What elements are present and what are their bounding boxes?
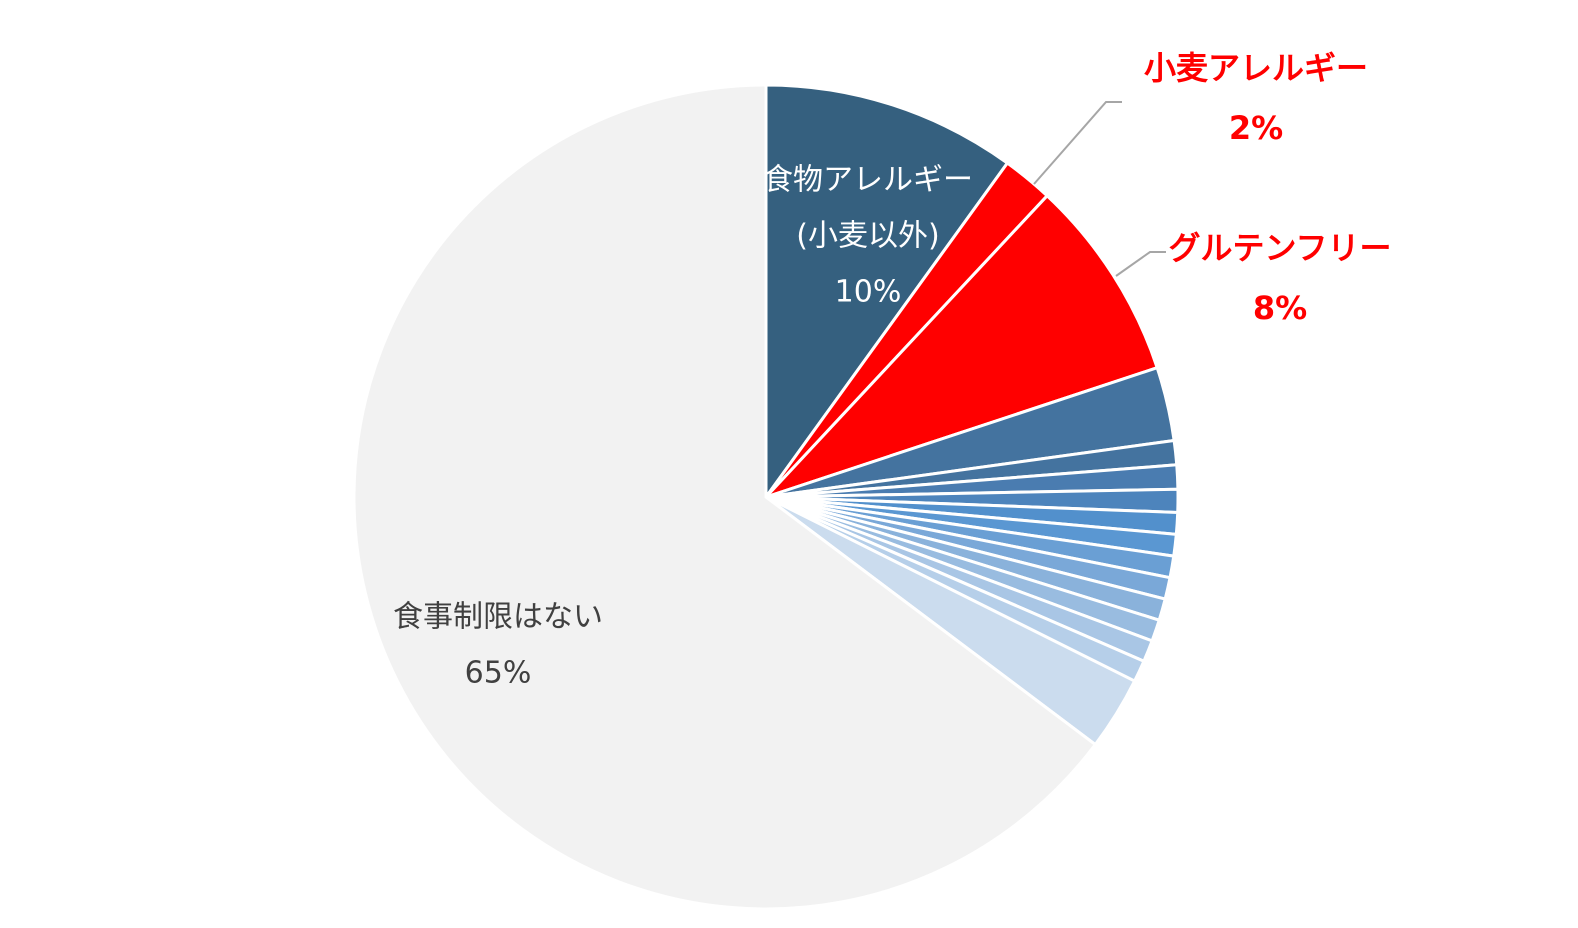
leader-lines: [1033, 101, 1166, 277]
slice-labels: 食物アレルギー (小麦以外) 10% 小麦アレルギー 2% グルテンフリー 8% 食事制限はな…: [393, 49, 1392, 691]
label-wheat-allergy-line-1: 2%: [1229, 109, 1283, 147]
label-gluten-free-line-0: グルテンフリー: [1168, 229, 1391, 267]
leader-line-gluten-free: [1115, 251, 1166, 277]
label-gluten-free-line-1: 8%: [1253, 289, 1307, 327]
label-no-restriction-line-0: 食事制限はない: [393, 600, 603, 635]
label-no-restriction-line-1: 65%: [465, 656, 532, 691]
pie-slices: [352, 83, 1180, 911]
pie-slice-2: [764, 194, 1159, 499]
label-food-allergy-line-1: (小麦以外): [796, 219, 939, 254]
label-food-allergy-line-0: 食物アレルギー: [763, 163, 973, 198]
pie-slice-16: [352, 83, 1097, 911]
label-wheat-allergy-line-0: 小麦アレルギー: [1144, 49, 1368, 87]
leader-line-wheat-allergy: [1033, 101, 1122, 185]
pie-slice-0: [764, 83, 1009, 499]
label-food-allergy-line-2: 10%: [835, 275, 902, 310]
